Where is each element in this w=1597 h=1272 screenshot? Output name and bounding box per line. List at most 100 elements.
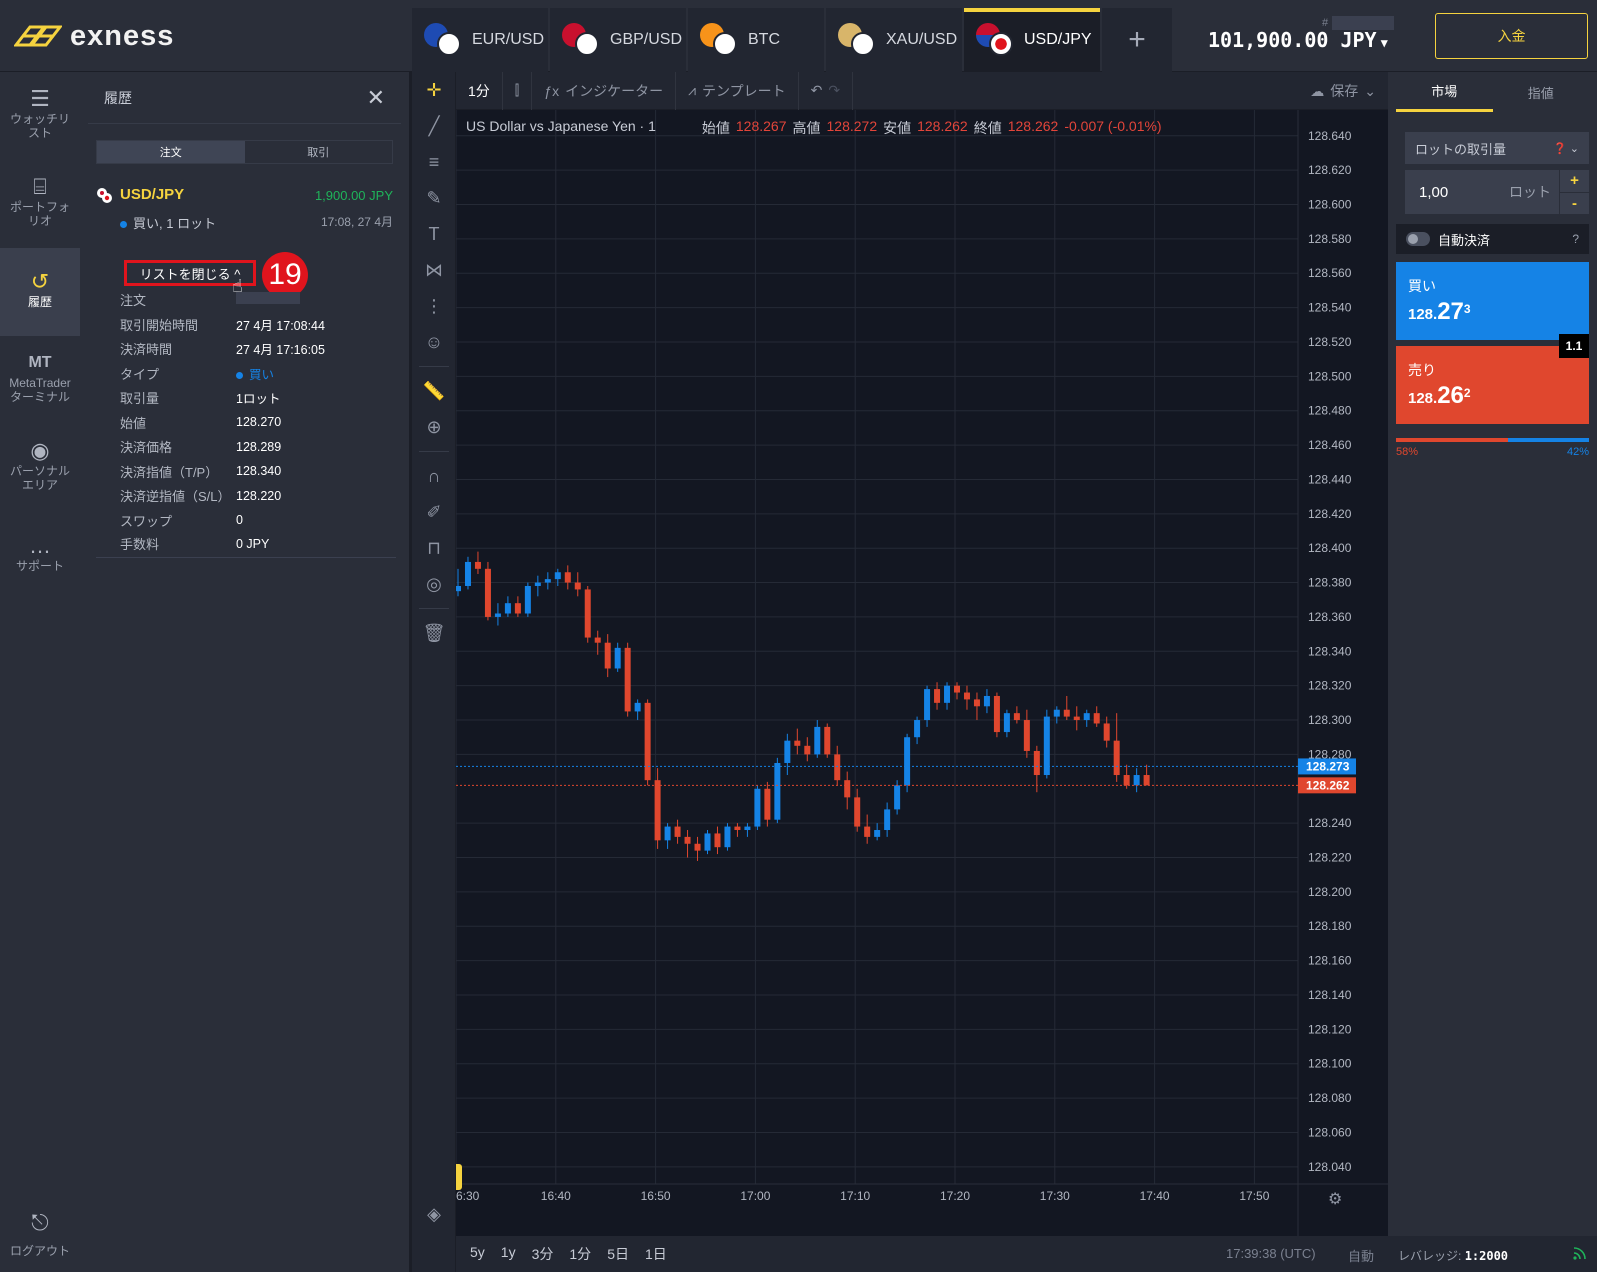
trash-icon[interactable]: 🗑 — [422, 622, 446, 643]
chart-canvas[interactable]: 128.640 128.620 128.600 128.580 128.560 128.5… — [456, 110, 1388, 1236]
volume-plus-button[interactable]: + — [1560, 170, 1589, 193]
y-tick-label: 128.160 — [1308, 954, 1352, 968]
candle — [814, 720, 821, 758]
volume-minus-button[interactable]: - — [1572, 194, 1577, 212]
history-panel: 履歴 ✕ 注文 取引 USD/JPY 1,900.00 JPY 買い, 1 ロッ… — [80, 72, 410, 1272]
emoji-icon[interactable]: ☺ — [424, 331, 444, 352]
nav-item-3[interactable]: MT MetaTrader ターミナル — [9, 354, 71, 405]
account-number: # — [1322, 16, 1395, 30]
y-tick-label: 128.420 — [1308, 507, 1352, 521]
top-bar: exness EUR/USD GBP/USD BTC XAU/USD USD/JPY + … — [0, 0, 1597, 72]
price-chart[interactable]: 128.640 128.620 128.600 128.580 128.560 128.5… — [456, 110, 1388, 1236]
candle — [734, 823, 741, 837]
sell-button[interactable]: 売り 128.262 — [1396, 346, 1589, 424]
candle — [944, 682, 951, 710]
lock-icon[interactable]: ⊓ — [426, 537, 442, 558]
logout-button[interactable]: ⎋ ログアウト — [9, 1209, 70, 1258]
tab-label: GBP/USD — [610, 31, 683, 48]
zoom-icon[interactable]: ⊕ — [426, 416, 442, 437]
utc-clock[interactable]: 17:39:38 (UTC) — [1226, 1246, 1316, 1261]
tab-xauusd[interactable]: XAU/USD — [826, 8, 962, 72]
y-tick-label: 128.540 — [1308, 301, 1352, 315]
close-icon[interactable]: ✕ — [366, 84, 385, 110]
chart-legend: US Dollar vs Japanese Yen · 1 始値 128.267 … — [466, 118, 1162, 136]
brush-icon[interactable]: ✎ — [426, 187, 442, 208]
candle — [1143, 764, 1150, 786]
sell-price: 128.262 — [1408, 382, 1471, 409]
range-button[interactable]: 1日 — [644, 1246, 667, 1262]
nav-item-5[interactable]: … サポート — [15, 533, 64, 574]
forecast-icon[interactable]: ⋮ — [425, 295, 443, 316]
gear-icon[interactable]: ⚙ — [1328, 1191, 1342, 1208]
detail-row: タイプ 買い — [120, 366, 275, 382]
magnet-icon[interactable]: ∩ — [427, 465, 441, 486]
auto-close-toggle[interactable]: 自動決済 ? — [1396, 224, 1589, 254]
candle — [894, 780, 901, 815]
volume-unit-select[interactable]: ロットの取引量 ❓ ⌄ — [1405, 132, 1589, 164]
tab-btc[interactable]: BTC — [688, 8, 824, 72]
cloud-icon: ☁ — [1310, 82, 1325, 99]
fib-lines-icon[interactable]: ≡ — [428, 151, 440, 172]
range-button[interactable]: 3分 — [531, 1246, 554, 1262]
candle — [694, 836, 701, 861]
y-tick-label: 128.300 — [1308, 713, 1352, 727]
undo-icon[interactable]: ↶ — [810, 82, 823, 98]
templates-button[interactable]: ⩘ テンプレート — [676, 71, 799, 110]
brand-name: exness — [70, 19, 175, 52]
chart-bottom-bar: 5y 1y 3分 1分 5日 1日 17:39:38 (UTC) 自動 レバレッジ: 1:… — [456, 1236, 1597, 1272]
toggle-switch[interactable] — [1406, 232, 1430, 246]
interval-button[interactable]: 1分 — [456, 71, 503, 110]
connection-signal-icon — [1573, 1247, 1586, 1260]
candle — [904, 733, 911, 793]
tab-orders[interactable]: 注文 — [97, 141, 245, 163]
nav-item-0[interactable]: ☰ ウォッチリスト — [9, 86, 70, 141]
redo-icon[interactable]: ↷ — [828, 82, 841, 98]
volume-input[interactable]: 1,00 ロット + - — [1405, 170, 1589, 214]
save-button[interactable]: ☁ 保存 ⌄ — [1310, 82, 1376, 100]
text-icon[interactable]: T — [428, 223, 440, 244]
nav-item-2[interactable]: ↺ 履歴 — [0, 248, 80, 336]
y-tick-label: 128.460 — [1308, 438, 1352, 452]
nav-item-4[interactable]: ◉ パーソナル エリア — [9, 438, 70, 493]
volume-stepper: + - — [1559, 170, 1589, 214]
brand-logo[interactable]: exness — [14, 18, 174, 54]
layers-icon[interactable]: ◈ — [427, 1203, 441, 1224]
usdjpy-flag-icon — [96, 187, 112, 203]
pattern-icon[interactable]: ⋈ — [425, 259, 443, 280]
detail-row: 決済価格 128.289 — [120, 439, 282, 456]
range-button[interactable]: 1分 — [569, 1246, 592, 1262]
crosshair-icon[interactable]: ✛ — [426, 79, 442, 100]
y-tick-label: 128.620 — [1308, 163, 1352, 177]
candle — [1063, 695, 1070, 721]
close-list-button[interactable]: リストを閉じる ^ — [124, 260, 256, 286]
tab-market[interactable]: 市場 — [1396, 72, 1493, 112]
chevron-down-icon: ⌄ — [1364, 82, 1376, 99]
scroll-handle[interactable] — [456, 1164, 462, 1190]
tab-gbpusd[interactable]: GBP/USD — [550, 8, 686, 72]
order-item[interactable]: USD/JPY 1,900.00 JPY 買い, 1 ロット 17:08, 27… — [96, 186, 393, 298]
x-tick-label: 17:30 — [1040, 1189, 1070, 1203]
buy-button[interactable]: 買い 128.273 1.1 — [1396, 262, 1589, 358]
eye-icon[interactable]: ◎ — [426, 573, 442, 594]
deposit-button[interactable]: 入金 — [1435, 13, 1588, 59]
tab-pending[interactable]: 指値 — [1527, 85, 1554, 101]
range-button[interactable]: 5y — [470, 1244, 485, 1260]
tab-usdjpy[interactable]: USD/JPY — [964, 8, 1100, 72]
account-balance[interactable]: 101,900.00 JPY ▼ — [1208, 28, 1388, 52]
nav-item-1[interactable]: ⌸ ポートフォリオ — [9, 174, 70, 229]
tab-eurusd[interactable]: EUR/USD — [412, 8, 548, 72]
ruler-icon[interactable]: 📏 — [422, 380, 446, 401]
range-button[interactable]: 5日 — [607, 1246, 629, 1262]
add-tab-button[interactable]: + — [1102, 8, 1172, 72]
lock-drawing-icon[interactable]: ✐ — [426, 501, 442, 522]
y-tick-label: 128.200 — [1308, 885, 1352, 899]
trendline-icon[interactable]: ╱ — [428, 115, 440, 136]
auto-scale-button[interactable]: 自動 — [1348, 1249, 1375, 1264]
range-button[interactable]: 1y — [500, 1244, 516, 1260]
y-tick-label: 128.040 — [1308, 1160, 1352, 1174]
indicators-button[interactable]: ƒx インジケーター — [532, 71, 677, 110]
candle-type-button[interactable]: ⫿ — [503, 71, 533, 110]
help-icon[interactable]: ? — [1572, 232, 1579, 246]
tab-trades[interactable]: 取引 — [307, 147, 330, 159]
